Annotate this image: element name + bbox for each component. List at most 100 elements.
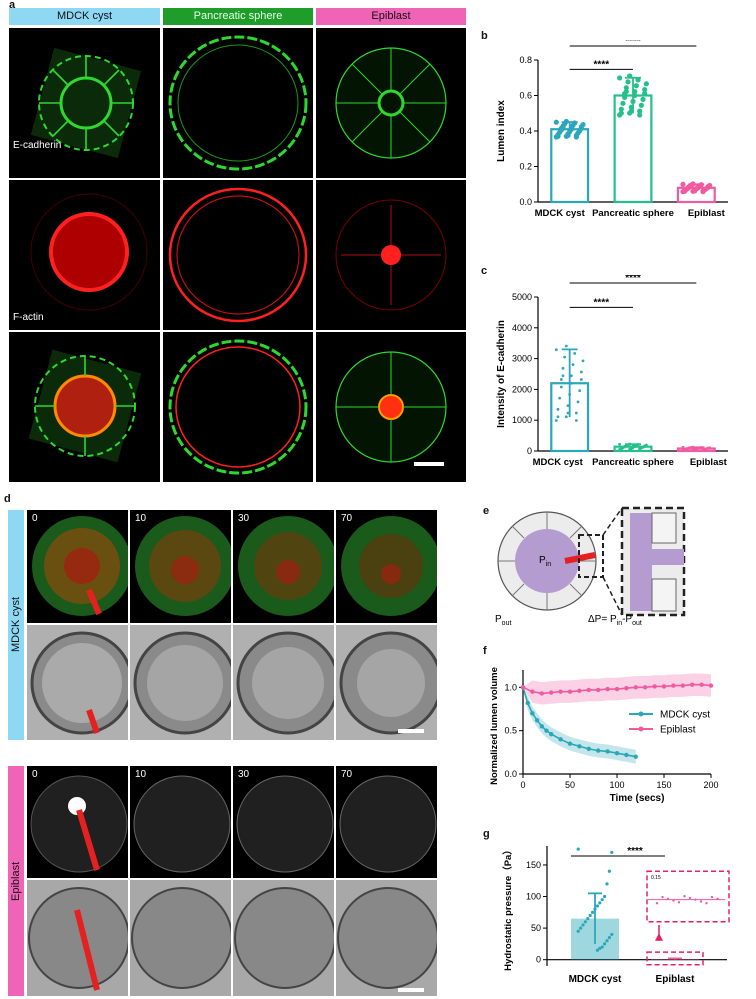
- inset-point: [661, 895, 664, 899]
- data-point: [556, 415, 560, 419]
- data-point: [559, 385, 563, 389]
- inset-point: [716, 897, 719, 900]
- scale-bar: [398, 729, 424, 733]
- data-point: [636, 443, 640, 446]
- data-point: [698, 182, 704, 188]
- data-point: [622, 94, 628, 101]
- data-point: [610, 932, 614, 937]
- inset-point: [655, 902, 659, 905]
- data-point: [708, 683, 714, 688]
- data-point: [633, 445, 637, 449]
- data-point: [628, 104, 634, 110]
- side-label-mdck: MDCK cyst: [8, 510, 24, 740]
- y-tick-label: 1000: [512, 415, 532, 425]
- data-point: [605, 686, 610, 692]
- x-axis-title: Time (secs): [610, 793, 665, 804]
- data-point: [530, 689, 535, 694]
- data-point: [620, 100, 626, 106]
- data-point: [683, 448, 687, 452]
- significance-stars: ****: [625, 40, 641, 47]
- inset-point: [688, 896, 692, 900]
- timelapse-mdck-fluor-70: 70: [336, 510, 437, 623]
- scale-bar: [398, 988, 424, 992]
- data-point: [605, 939, 609, 943]
- header-pancreatic-sphere: Pancreatic sphere: [163, 8, 313, 25]
- timelapse-mdck-fluor-10: 10: [130, 510, 231, 623]
- data-point: [627, 73, 633, 79]
- delta-p-label: ΔP= Pin-Pout: [588, 614, 642, 625]
- lumen: [515, 529, 579, 593]
- data-point: [563, 118, 569, 125]
- x-tick-label: 0: [520, 780, 525, 790]
- data-point: [559, 378, 563, 381]
- label-factin: F-actin: [13, 312, 44, 323]
- data-point: [549, 731, 554, 737]
- data-point: [625, 79, 631, 85]
- time-label: 70: [341, 769, 353, 780]
- image-pancreatic-ecadherin: [163, 28, 313, 178]
- image-mdck-factin: F-actin: [9, 180, 160, 330]
- data-point: [553, 119, 559, 125]
- data-point: [691, 445, 695, 449]
- chart-hydrostatic-pressure: 0 50 100 150 Hydrostatic pressure（Pa） MDCK cy…: [502, 845, 730, 985]
- data-point: [558, 689, 563, 694]
- data-point: [637, 112, 643, 118]
- data-point: [632, 92, 638, 99]
- data-point: [643, 685, 648, 690]
- p-in-label: Pin: [539, 555, 551, 568]
- panel-label-f: f: [483, 645, 487, 657]
- data-point: [630, 98, 636, 104]
- panel-label-d: d: [4, 493, 11, 505]
- data-point: [690, 181, 696, 187]
- data-point: [569, 374, 573, 378]
- data-point: [591, 910, 595, 914]
- data-point: [614, 751, 620, 756]
- data-point: [566, 404, 570, 408]
- data-point: [605, 749, 610, 754]
- header-mdck-cyst: MDCK cyst: [9, 8, 160, 25]
- data-point: [642, 90, 648, 97]
- timelapse-epi-fluor-70: 70: [336, 766, 437, 878]
- x-category-label: MDCK cyst: [569, 974, 622, 985]
- time-label: 0: [32, 513, 38, 524]
- data-point: [705, 184, 711, 191]
- data-point: [680, 683, 685, 688]
- data-point: [692, 188, 698, 194]
- data-point: [579, 378, 583, 381]
- data-point: [574, 411, 578, 415]
- x-category-label: Epiblast: [690, 457, 728, 468]
- y-tick-label: 0.2: [519, 162, 532, 172]
- data-point: [600, 945, 604, 949]
- inset-point: [666, 897, 670, 900]
- y-tick-label: 0.5: [504, 726, 517, 736]
- inset-point: [710, 895, 714, 899]
- y-tick-label: 0.0: [519, 197, 532, 207]
- data-point: [607, 869, 611, 873]
- timelapse-epi-bf-30: [233, 880, 334, 996]
- data-point: [544, 728, 549, 733]
- data-point: [629, 447, 633, 451]
- data-point: [637, 108, 643, 114]
- data-point: [569, 381, 573, 385]
- data-point: [586, 746, 591, 752]
- data-point: [576, 929, 580, 933]
- data-point: [574, 419, 578, 422]
- x-category-label: Epiblast: [688, 208, 726, 219]
- data-point: [581, 359, 585, 363]
- panel-label-a: a: [9, 0, 16, 11]
- timelapse-mdck-bf-10: [130, 625, 231, 740]
- data-point: [561, 374, 565, 378]
- data-point: [699, 682, 704, 687]
- data-point: [633, 685, 638, 690]
- y-tick-label: 0.6: [519, 91, 532, 101]
- timelapse-epi-bf-10: [130, 880, 231, 996]
- data-point: [623, 88, 629, 95]
- y-tick-label: 1.0: [504, 682, 517, 692]
- data-point: [598, 901, 602, 905]
- data-point: [643, 445, 647, 448]
- series-line: [522, 687, 636, 758]
- data-point: [600, 898, 604, 902]
- image-pancreatic-factin: [163, 180, 313, 330]
- significance-stars: ****: [594, 59, 610, 70]
- data-point: [638, 102, 644, 108]
